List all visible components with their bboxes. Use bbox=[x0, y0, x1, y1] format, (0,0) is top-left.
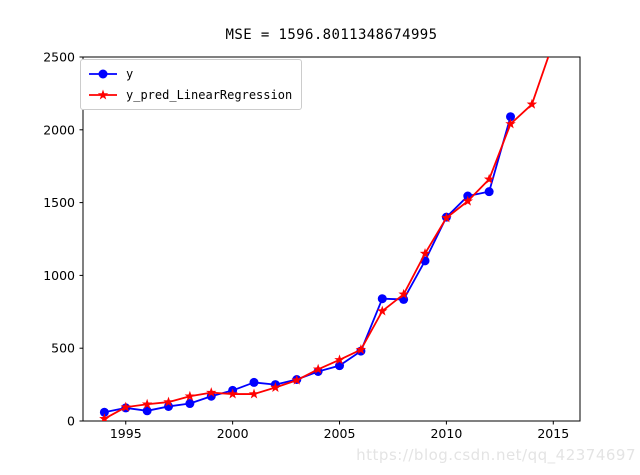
watermark: https://blog.csdn.net/qq_42374697 bbox=[356, 446, 636, 464]
svg-text:1000: 1000 bbox=[43, 268, 75, 283]
svg-text:500: 500 bbox=[51, 341, 75, 356]
svg-text:2015: 2015 bbox=[537, 426, 569, 441]
legend: y y_pred_LinearRegression bbox=[80, 59, 303, 110]
svg-text:0: 0 bbox=[67, 414, 75, 429]
line-star-marker-icon bbox=[89, 89, 117, 100]
legend-entry-y-pred: y_pred_LinearRegression bbox=[88, 86, 292, 104]
svg-text:1500: 1500 bbox=[43, 195, 75, 210]
legend-label-y: y bbox=[126, 67, 134, 81]
legend-label-y-pred: y_pred_LinearRegression bbox=[126, 88, 293, 102]
line-circle-marker-icon bbox=[89, 69, 117, 79]
legend-entry-y: y bbox=[88, 65, 292, 83]
chart-title: MSE = 1596.8011348674995 bbox=[225, 27, 438, 43]
svg-text:2500: 2500 bbox=[43, 50, 75, 65]
svg-text:2010: 2010 bbox=[430, 426, 462, 441]
svg-text:2000: 2000 bbox=[43, 122, 75, 137]
svg-text:2000: 2000 bbox=[217, 426, 249, 441]
svg-text:2005: 2005 bbox=[324, 426, 356, 441]
svg-text:1995: 1995 bbox=[110, 426, 142, 441]
